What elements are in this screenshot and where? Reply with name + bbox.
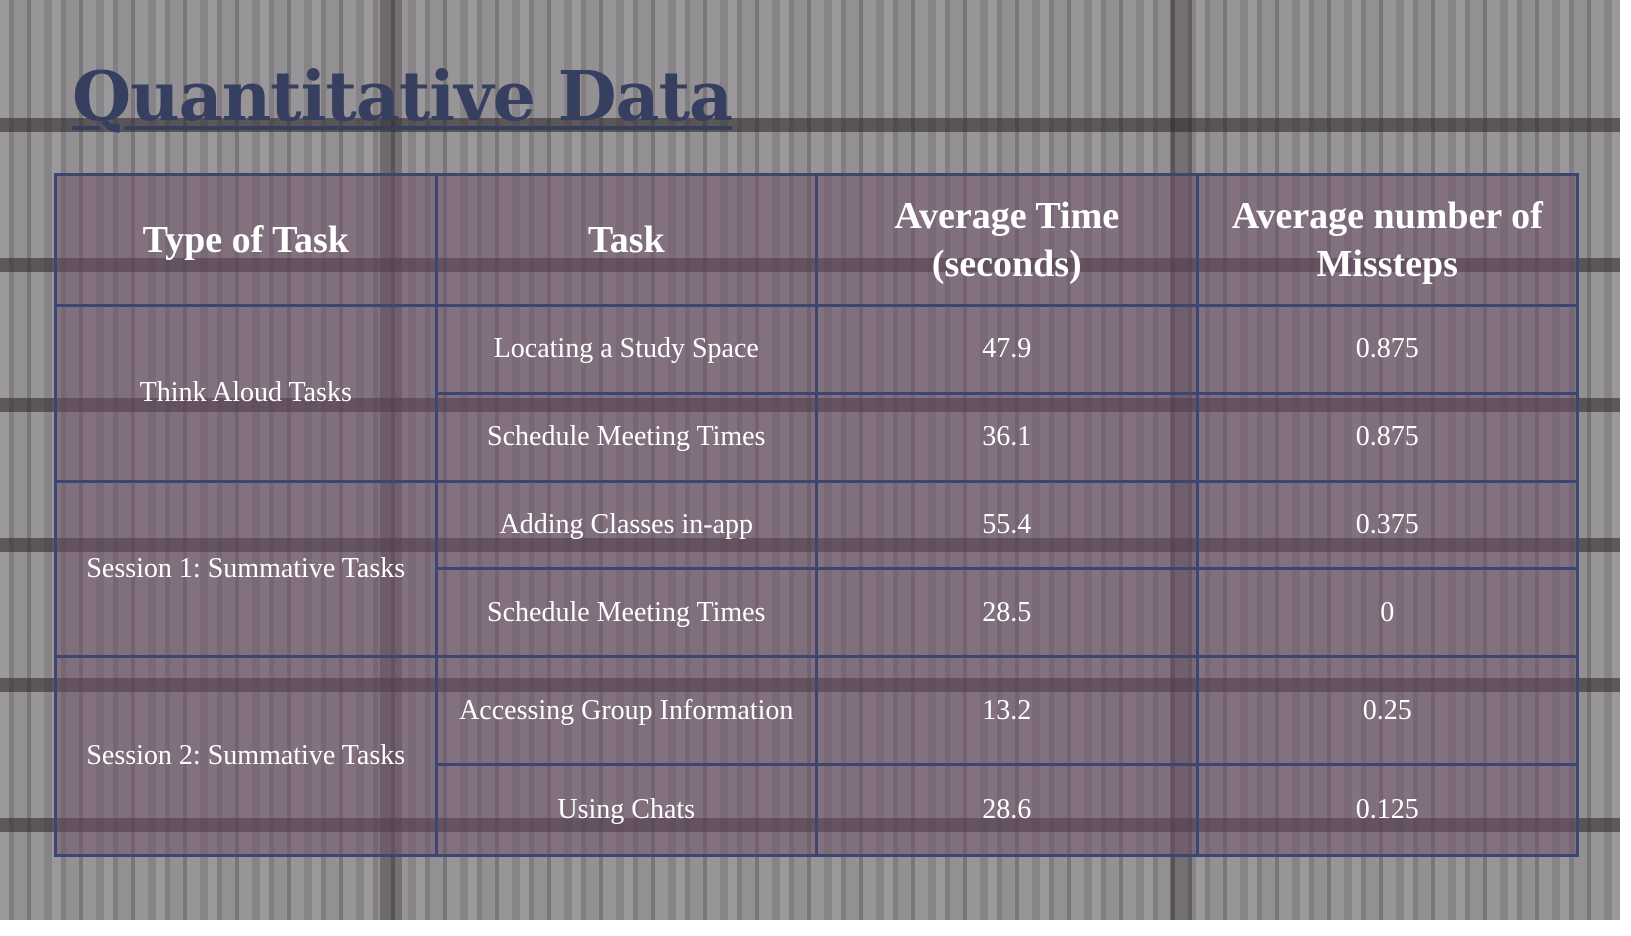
avg-missteps-cell: 0.25 [1195,654,1579,767]
task-cell: Adding Classes in-app [434,479,818,571]
table-row: Session 2: Summative Tasks Accessing Gro… [54,654,1579,857]
task-type-cell: Think Aloud Tasks [54,304,438,483]
header-type-of-task: Type of Task [54,173,438,307]
task-type-cell: Session 1: Summative Tasks [54,479,438,658]
table-row: Using Chats 28.6 0.125 [56,763,1579,857]
task-cell: Schedule Meeting Times [434,391,818,483]
avg-missteps-cell: 0.375 [1195,479,1579,571]
table-row: Schedule Meeting Times 36.1 0.875 [56,391,1579,483]
avg-time-cell: 28.5 [815,567,1199,658]
task-cell: Using Chats [434,763,818,857]
avg-time-cell: 55.4 [815,479,1199,571]
table-header-row: Type of Task Task Average Time (seconds)… [54,173,1579,307]
avg-time-cell: 47.9 [815,304,1199,395]
avg-missteps-cell: 0.125 [1195,763,1579,857]
page-title: Quantitative Data [72,57,733,137]
task-cell: Accessing Group Information [434,654,818,767]
avg-time-cell: 36.1 [815,391,1199,483]
avg-missteps-cell: 0.875 [1195,304,1579,395]
slide: Quantitative Data Type of Task Task Aver… [0,0,1620,920]
avg-time-cell: 13.2 [815,654,1199,767]
header-average-time: Average Time (seconds) [815,173,1199,307]
avg-time-cell: 28.6 [815,763,1199,857]
table-row: Think Aloud Tasks Locating a Study Space… [54,304,1579,483]
header-average-missteps: Average number of Missteps [1195,173,1579,307]
header-task: Task [434,173,818,307]
quantitative-data-table: Type of Task Task Average Time (seconds)… [54,173,1579,857]
avg-missteps-cell: 0.875 [1195,391,1579,483]
table-row: Session 1: Summative Tasks Adding Classe… [54,479,1579,658]
task-type-cell: Session 2: Summative Tasks [54,655,438,857]
avg-missteps-cell: 0 [1195,567,1579,658]
task-cell: Locating a Study Space [434,304,818,395]
table-row: Schedule Meeting Times 28.5 0 [56,567,1579,658]
task-cell: Schedule Meeting Times [434,567,818,658]
